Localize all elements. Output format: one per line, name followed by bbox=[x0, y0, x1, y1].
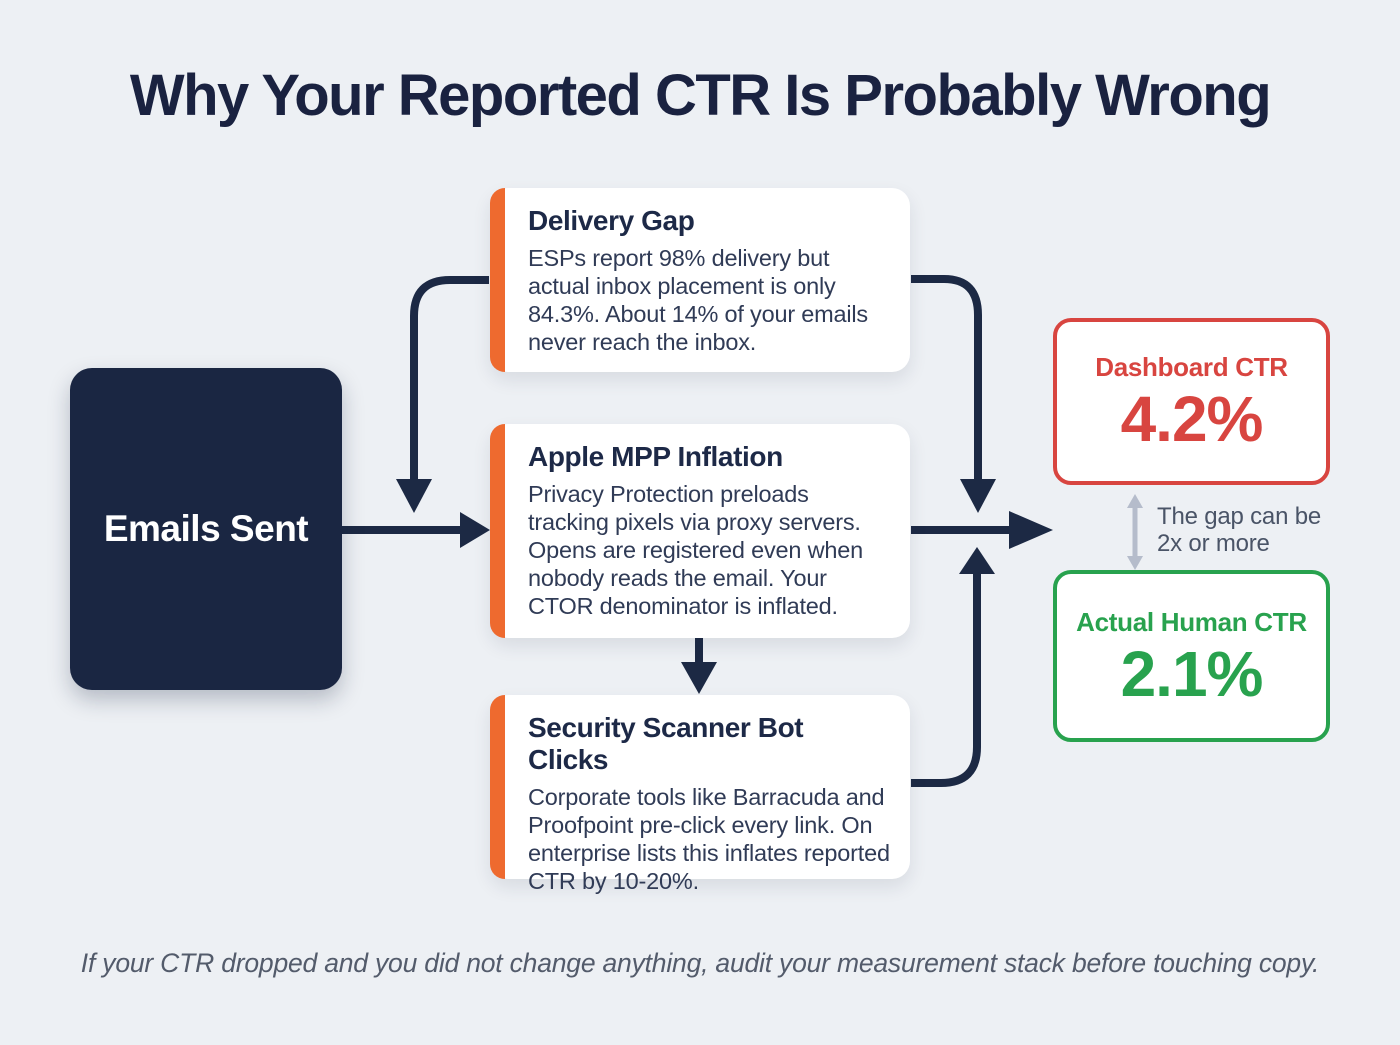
card-apple-mpp-inflation: Apple MPP Inflation Privacy Protection p… bbox=[490, 424, 910, 638]
card-accent-bar bbox=[490, 424, 505, 638]
card-security-scanner-bot-clicks: Security Scanner Bot Clicks Corporate to… bbox=[490, 695, 910, 894]
dashboard-ctr-value: 4.2% bbox=[1120, 383, 1264, 455]
arrowhead-delivery-junction bbox=[960, 479, 996, 513]
arrowhead-delivery-left bbox=[396, 479, 432, 513]
page-title: Why Your Reported CTR Is Probably Wrong bbox=[129, 63, 1272, 128]
gap-double-arrow-icon bbox=[1127, 494, 1143, 570]
dashboard-ctr-label: Dashboard CTR bbox=[1095, 352, 1288, 382]
arrowhead-mpp-scanner bbox=[681, 662, 717, 694]
card-accent-bar bbox=[490, 188, 505, 372]
node-emails-sent: Emails Sent bbox=[70, 368, 342, 690]
card-delivery-gap: Delivery Gap ESPs report 98% delivery bu… bbox=[490, 188, 910, 372]
arrowhead-mpp-results bbox=[1009, 511, 1053, 549]
actual-human-ctr-label: Actual Human CTR bbox=[1076, 606, 1307, 637]
arrow-delivery-to-junction bbox=[911, 275, 982, 479]
actual-human-ctr-value: 2.1% bbox=[1120, 637, 1264, 710]
footer-note: If your CTR dropped and you did not chan… bbox=[80, 948, 1320, 978]
dashboard-ctr-box: Dashboard CTR 4.2% bbox=[1053, 318, 1330, 485]
arrow-delivery-left-curve bbox=[410, 276, 489, 479]
arrowhead-emails-to-mpp bbox=[460, 512, 490, 548]
card-apple-mpp-title: Apple MPP Inflation bbox=[528, 441, 783, 472]
card-security-scanner-body: Corporate tools like Barracuda and Proof… bbox=[528, 784, 890, 894]
card-delivery-gap-title: Delivery Gap bbox=[528, 205, 695, 236]
card-accent-bar bbox=[490, 695, 505, 879]
gap-annotation: The gap can be 2x or more bbox=[1157, 503, 1321, 557]
node-emails-sent-label: Emails Sent bbox=[103, 508, 309, 549]
card-delivery-gap-body: ESPs report 98% delivery but actual inbo… bbox=[528, 245, 868, 355]
arrowhead-scanner-junction bbox=[959, 547, 995, 574]
arrow-scanner-to-junction bbox=[911, 573, 981, 787]
card-security-scanner-title: Security Scanner Bot Clicks bbox=[528, 712, 804, 775]
gap-annotation-line1: The gap can be bbox=[1157, 503, 1321, 530]
card-apple-mpp-body: Privacy Protection preloads tracking pix… bbox=[528, 481, 863, 619]
gap-annotation-line2: 2x or more bbox=[1157, 530, 1270, 557]
actual-human-ctr-box: Actual Human CTR 2.1% bbox=[1053, 570, 1330, 742]
